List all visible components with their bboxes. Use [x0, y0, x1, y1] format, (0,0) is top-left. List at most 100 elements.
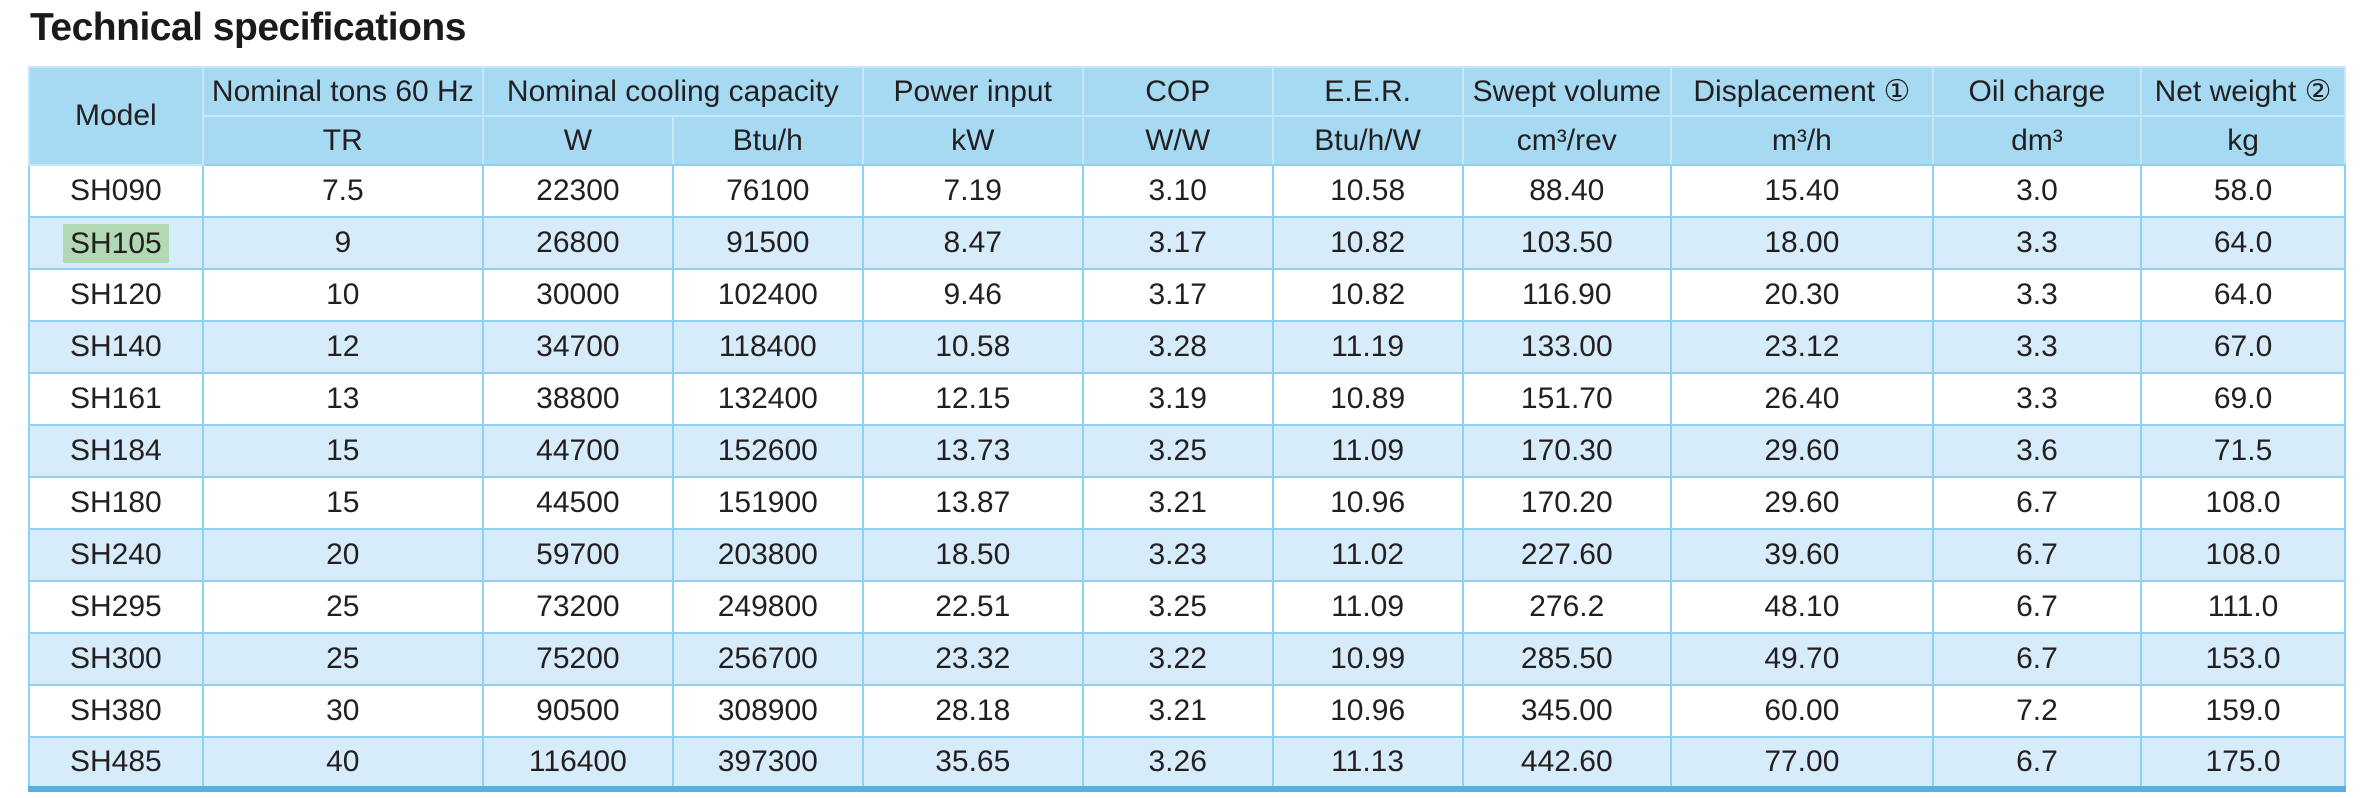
- value-cell: 7.5: [201, 164, 484, 218]
- value-cell: 6.7: [1931, 736, 2143, 790]
- value-cell: 18.00: [1670, 216, 1934, 270]
- value-cell: 249800: [671, 580, 864, 634]
- unit-header-cm3rev: cm³/rev: [1461, 115, 1673, 166]
- value-cell: 59700: [481, 528, 674, 582]
- header-unit-row: TR W Btu/h kW W/W Btu/h/W cm³/rev m³/h d…: [29, 115, 2346, 166]
- value-cell: 11.19: [1271, 320, 1464, 374]
- spec-table-body: SH090 7.5 22300 76100 7.19 3.10 10.58 88.40 15.4…: [28, 164, 2346, 790]
- value-cell: 12.15: [861, 372, 1084, 426]
- value-cell: 25: [201, 580, 484, 634]
- table-row: SH180 15 44500 151900 13.87 3.21 10.96 170.20 29…: [28, 476, 2346, 530]
- col-header-nominal-tons: Nominal tons 60 Hz: [201, 66, 484, 117]
- value-cell: 34700: [481, 320, 674, 374]
- value-cell: 7.19: [861, 164, 1084, 218]
- value-cell: 3.21: [1081, 684, 1274, 738]
- value-cell: 90500: [481, 684, 674, 738]
- value-cell: 285.50: [1461, 632, 1673, 686]
- value-cell: 44500: [481, 476, 674, 530]
- value-cell: 23.12: [1670, 320, 1934, 374]
- spec-table: Model Nominal tons 60 Hz Nominal cooling…: [28, 66, 2346, 792]
- search-highlight: SH105: [62, 223, 169, 263]
- value-cell: 30: [201, 684, 484, 738]
- unit-header-tr: TR: [201, 115, 484, 166]
- model-cell: SH105: [28, 216, 204, 270]
- header-group-row: Model Nominal tons 60 Hz Nominal cooling…: [28, 66, 2346, 166]
- value-cell: 397300: [671, 736, 864, 790]
- value-cell: 26800: [481, 216, 674, 270]
- value-cell: 151900: [671, 476, 864, 530]
- col-header-power-input: Power input: [861, 66, 1084, 117]
- value-cell: 108.0: [2140, 476, 2346, 530]
- unit-header-ww: W/W: [1081, 115, 1274, 166]
- value-cell: 3.3: [1931, 320, 2143, 374]
- value-cell: 9: [201, 216, 484, 270]
- value-cell: 11.09: [1271, 424, 1464, 478]
- value-cell: 170.20: [1461, 476, 1673, 530]
- value-cell: 29.60: [1670, 476, 1934, 530]
- table-row: SH485 40 116400 397300 35.65 3.26 11.13 442.60 7…: [28, 736, 2346, 790]
- table-row: SH161 13 38800 132400 12.15 3.19 10.89 151.70 26…: [28, 372, 2346, 426]
- value-cell: 10: [201, 268, 484, 322]
- value-cell: 38800: [481, 372, 674, 426]
- model-cell: SH184: [28, 424, 204, 478]
- value-cell: 22300: [481, 164, 674, 218]
- value-cell: 3.3: [1931, 372, 2143, 426]
- value-cell: 153.0: [2140, 632, 2346, 686]
- value-cell: 13.87: [861, 476, 1084, 530]
- value-cell: 12: [201, 320, 484, 374]
- value-cell: 159.0: [2140, 684, 2346, 738]
- value-cell: 3.17: [1081, 268, 1274, 322]
- value-cell: 91500: [671, 216, 864, 270]
- value-cell: 3.21: [1081, 476, 1274, 530]
- table-row: SH184 15 44700 152600 13.73 3.25 11.09 170.30 29…: [28, 424, 2346, 478]
- table-row: SH090 7.5 22300 76100 7.19 3.10 10.58 88.40 15.4…: [28, 164, 2346, 218]
- value-cell: 203800: [671, 528, 864, 582]
- value-cell: 442.60: [1461, 736, 1673, 790]
- model-cell: SH380: [28, 684, 204, 738]
- value-cell: 3.3: [1931, 216, 2143, 270]
- value-cell: 29.60: [1670, 424, 1934, 478]
- value-cell: 20: [201, 528, 484, 582]
- value-cell: 73200: [481, 580, 674, 634]
- col-header-displacement: Displacement ①: [1670, 66, 1934, 117]
- value-cell: 49.70: [1670, 632, 1934, 686]
- value-cell: 116.90: [1461, 268, 1673, 322]
- value-cell: 64.0: [2140, 216, 2346, 270]
- value-cell: 11.09: [1271, 580, 1464, 634]
- value-cell: 3.28: [1081, 320, 1274, 374]
- value-cell: 3.19: [1081, 372, 1274, 426]
- value-cell: 71.5: [2140, 424, 2346, 478]
- value-cell: 88.40: [1461, 164, 1673, 218]
- value-cell: 9.46: [861, 268, 1084, 322]
- value-cell: 22.51: [861, 580, 1084, 634]
- value-cell: 30000: [481, 268, 674, 322]
- value-cell: 75200: [481, 632, 674, 686]
- value-cell: 44700: [481, 424, 674, 478]
- table-header: Model Nominal tons 60 Hz Nominal cooling…: [28, 66, 2346, 166]
- value-cell: 15: [201, 476, 484, 530]
- value-cell: 76100: [671, 164, 864, 218]
- value-cell: 64.0: [2140, 268, 2346, 322]
- value-cell: 13: [201, 372, 484, 426]
- value-cell: 13.73: [861, 424, 1084, 478]
- model-cell: SH090: [28, 164, 204, 218]
- value-cell: 60.00: [1670, 684, 1934, 738]
- col-header-cop: COP: [1081, 66, 1274, 117]
- value-cell: 6.7: [1931, 580, 2143, 634]
- table-row: SH120 10 30000 102400 9.46 3.17 10.82 116.90 20.…: [28, 268, 2346, 322]
- value-cell: 10.99: [1271, 632, 1464, 686]
- value-cell: 15.40: [1670, 164, 1934, 218]
- value-cell: 3.6: [1931, 424, 2143, 478]
- value-cell: 3.22: [1081, 632, 1274, 686]
- value-cell: 276.2: [1461, 580, 1673, 634]
- value-cell: 11.02: [1271, 528, 1464, 582]
- model-cell: SH295: [28, 580, 204, 634]
- value-cell: 26.40: [1670, 372, 1934, 426]
- col-header-eer: E.E.R.: [1271, 66, 1464, 117]
- table-row: SH380 30 90500 308900 28.18 3.21 10.96 345.00 60…: [28, 684, 2346, 738]
- col-header-model: Model: [28, 66, 204, 166]
- value-cell: 10.89: [1271, 372, 1464, 426]
- value-cell: 3.0: [1931, 164, 2143, 218]
- unit-header-w: W: [481, 115, 674, 166]
